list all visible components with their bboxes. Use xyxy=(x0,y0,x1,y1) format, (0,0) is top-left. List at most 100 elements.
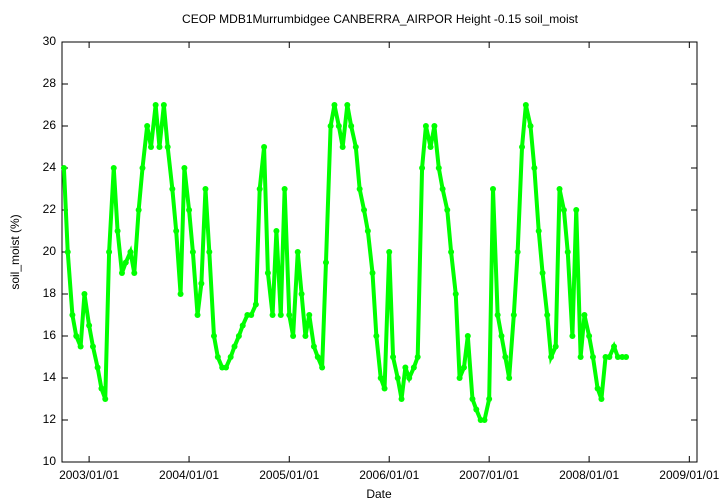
data-point xyxy=(281,186,288,192)
data-point xyxy=(223,364,230,371)
data-point xyxy=(502,354,509,360)
data-point xyxy=(160,102,167,108)
data-point xyxy=(77,343,84,350)
data-point xyxy=(548,354,555,360)
x-tick-label: 2003/01/01 xyxy=(59,468,119,482)
data-point xyxy=(344,102,351,108)
data-point xyxy=(535,228,542,234)
data-point xyxy=(106,249,113,255)
data-point xyxy=(86,322,93,329)
data-point xyxy=(127,249,134,255)
data-point xyxy=(227,354,234,360)
data-point xyxy=(235,333,242,339)
y-tick-label: 14 xyxy=(43,370,57,384)
data-point xyxy=(552,343,559,350)
data-point xyxy=(214,354,221,360)
data-point xyxy=(261,144,268,150)
data-point xyxy=(544,312,551,318)
data-point xyxy=(189,249,196,255)
data-point xyxy=(118,270,125,276)
data-point xyxy=(156,144,163,150)
data-point xyxy=(314,354,321,360)
data-point xyxy=(273,228,280,234)
data-point xyxy=(181,165,188,171)
data-point xyxy=(422,123,429,129)
data-point xyxy=(369,270,376,276)
y-tick-label: 16 xyxy=(43,328,57,342)
data-point xyxy=(394,375,401,381)
data-point xyxy=(139,165,146,171)
data-point xyxy=(356,186,363,192)
data-point xyxy=(339,144,346,150)
data-point xyxy=(231,343,238,350)
data-point xyxy=(564,249,571,255)
y-tick-label: 12 xyxy=(43,412,57,426)
x-tick-label: 2004/01/01 xyxy=(159,468,219,482)
data-point xyxy=(144,123,151,129)
data-point xyxy=(173,228,180,234)
data-point xyxy=(577,354,584,360)
data-point xyxy=(256,186,263,192)
data-point xyxy=(427,144,434,150)
data-point xyxy=(611,343,618,350)
data-point xyxy=(306,312,313,318)
data-point xyxy=(490,186,497,192)
data-point xyxy=(514,249,521,255)
data-point xyxy=(206,249,213,255)
data-point xyxy=(361,207,368,213)
data-point xyxy=(522,102,529,108)
data-point xyxy=(202,186,209,192)
data-point xyxy=(69,312,76,318)
data-point xyxy=(573,207,580,213)
x-tick-label: 2005/01/01 xyxy=(259,468,319,482)
x-tick-label: 2009/01/01 xyxy=(659,468,719,482)
data-point xyxy=(460,364,467,371)
y-tick-label: 24 xyxy=(43,160,57,174)
data-point xyxy=(110,165,117,171)
data-point xyxy=(435,165,442,171)
data-point xyxy=(410,364,417,371)
data-point xyxy=(164,144,171,150)
data-point xyxy=(319,364,326,371)
data-point xyxy=(248,312,255,318)
data-point xyxy=(623,354,630,360)
data-point xyxy=(594,385,601,392)
data-point xyxy=(135,207,142,213)
data-point xyxy=(94,364,101,371)
y-tick-label: 10 xyxy=(43,454,57,468)
data-point xyxy=(598,396,605,402)
data-point xyxy=(290,333,297,339)
data-point xyxy=(98,385,105,392)
data-point xyxy=(419,165,426,171)
data-point xyxy=(527,123,534,129)
data-point xyxy=(581,312,588,318)
chart-title: CEOP MDB1Murrumbidgee CANBERRA_AIRPOR He… xyxy=(182,12,579,26)
data-point xyxy=(177,291,184,297)
y-tick-label: 28 xyxy=(43,76,57,90)
x-tick-label: 2007/01/01 xyxy=(459,468,519,482)
data-point xyxy=(531,165,538,171)
data-point xyxy=(560,207,567,213)
data-point xyxy=(569,333,576,339)
data-point xyxy=(331,102,338,108)
data-point xyxy=(486,396,493,402)
data-point xyxy=(352,144,359,150)
y-tick-label: 30 xyxy=(43,34,57,48)
data-point xyxy=(390,354,397,360)
x-tick-label: 2006/01/01 xyxy=(359,468,419,482)
y-axis-label: soil_moist (%) xyxy=(8,214,22,289)
data-point xyxy=(381,385,388,392)
data-point xyxy=(147,144,154,150)
data-point xyxy=(310,343,317,350)
data-point xyxy=(152,102,159,108)
data-point xyxy=(269,312,276,318)
data-point xyxy=(298,291,305,297)
data-point xyxy=(406,375,413,381)
data-point xyxy=(469,396,476,402)
data-point xyxy=(539,270,546,276)
data-point xyxy=(510,312,517,318)
data-point xyxy=(81,291,88,297)
data-point xyxy=(194,312,201,318)
data-point xyxy=(473,406,480,413)
data-point xyxy=(252,301,259,308)
